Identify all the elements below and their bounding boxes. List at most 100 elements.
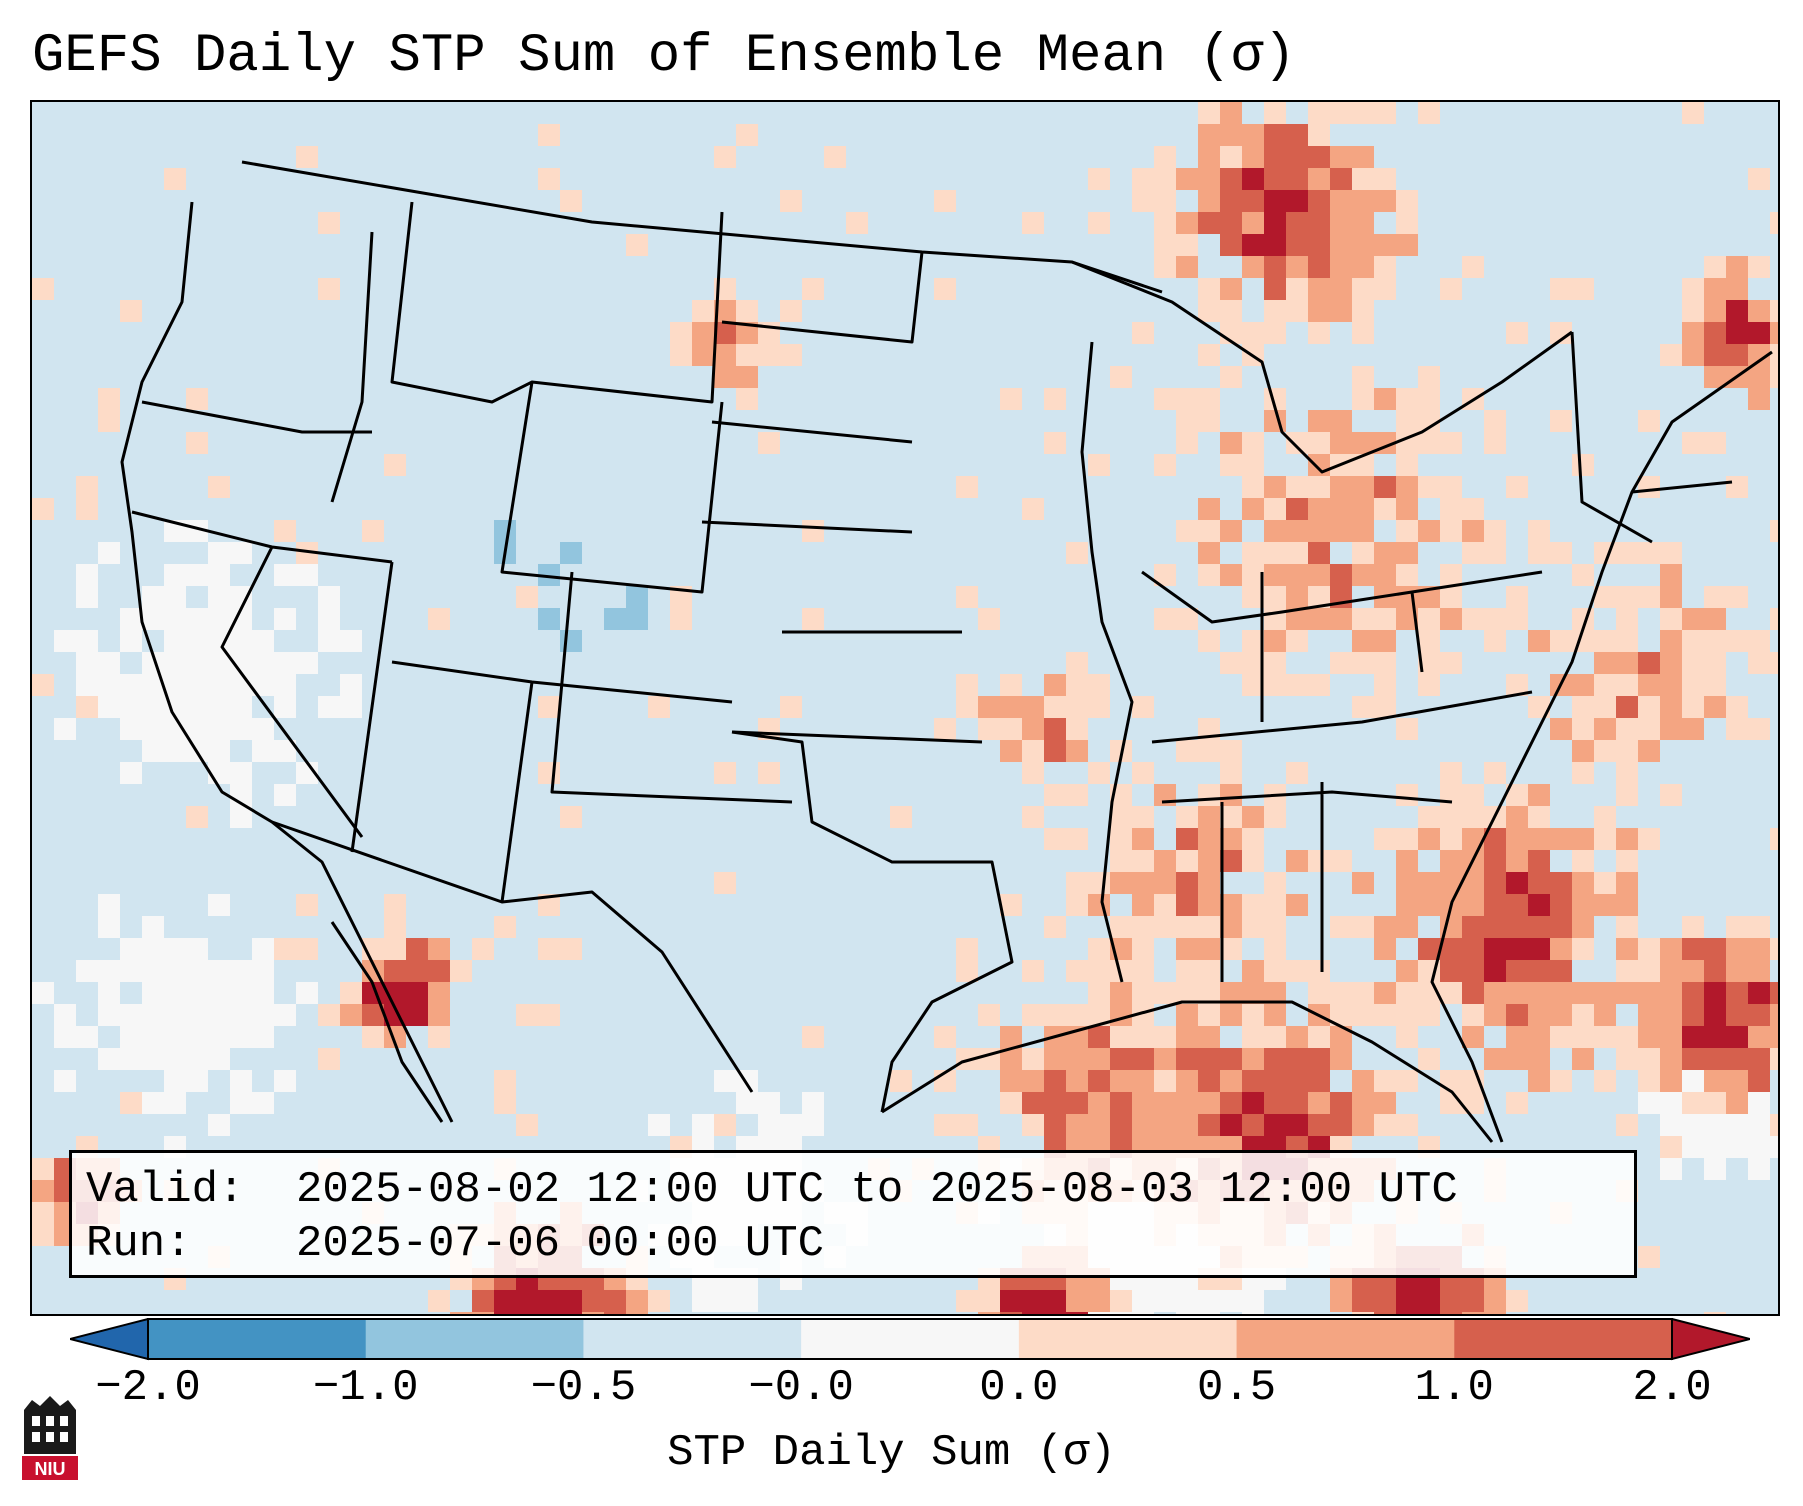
stp-cell [230,806,252,828]
stp-cell [1528,1004,1550,1026]
stp-cell [450,960,472,982]
stp-cell [76,1026,98,1048]
stp-cell [1110,872,1132,894]
stp-cell [934,1114,956,1136]
stp-cell [1484,432,1506,454]
stp-cell [978,718,1000,740]
stp-cell [1594,718,1616,740]
stp-cell [1682,432,1704,454]
stp-cell [164,674,186,696]
stp-cell [1176,256,1198,278]
colorbar-ticks: −2.0 −1.0 −0.5 −0.0 0.0 0.5 1.0 2.0 [0,1360,1803,1420]
stp-cell [1770,828,1778,850]
stp-cell [1638,828,1660,850]
stp-cell [1088,894,1110,916]
stp-cell [1132,916,1154,938]
stp-cell [1286,212,1308,234]
niu-logo-text: NIU [35,1459,66,1479]
stp-cell [1308,256,1330,278]
stp-cell [1682,1004,1704,1026]
stp-cell [1462,828,1484,850]
stp-cell [1748,652,1770,674]
stp-cell [1044,1048,1066,1070]
stp-cell [1308,454,1330,476]
stp-cell [494,1092,516,1114]
stp-cell [1462,960,1484,982]
stp-cell [1396,784,1418,806]
stp-cell [1220,520,1242,542]
stp-cell [340,630,362,652]
stp-cell [98,982,120,1004]
stp-cell [1176,1092,1198,1114]
stp-cell [1572,1026,1594,1048]
stp-cell [428,608,450,630]
stp-cell [186,982,208,1004]
stp-cell [1044,828,1066,850]
stp-cell [516,1312,538,1314]
stp-cell [956,1290,978,1312]
stp-cell [1242,1026,1264,1048]
colorbar-tick-label: −0.0 [748,1363,854,1413]
stp-cell [1264,212,1286,234]
stp-cell [1264,1026,1286,1048]
stp-cell [1748,344,1770,366]
stp-cell [1484,916,1506,938]
stp-cell [1616,608,1638,630]
stp-cell [186,608,208,630]
stp-cell [1000,1048,1022,1070]
colorbar-segment [1236,1319,1455,1359]
stp-cell [1286,894,1308,916]
stp-cell [120,718,142,740]
stp-cell [1396,564,1418,586]
stp-cell [1440,1092,1462,1114]
stp-cell [1220,454,1242,476]
stp-cell [1198,146,1220,168]
stp-cell [1352,608,1374,630]
stp-cell [1352,1312,1374,1314]
stp-cell [1594,828,1616,850]
stp-cell [670,322,692,344]
stp-cell [1374,256,1396,278]
stp-cell [1462,938,1484,960]
stp-cell [758,344,780,366]
stp-cell [1286,1048,1308,1070]
stp-cell [758,1092,780,1114]
stp-cell [164,938,186,960]
colorbar-extend-low [70,1318,149,1361]
stp-cell [54,1004,76,1026]
stp-cell [1198,916,1220,938]
stp-cell [1748,1070,1770,1092]
stp-cell [230,1070,252,1092]
stp-cell [186,674,208,696]
stp-cell [1462,1004,1484,1026]
stp-cell [1220,1004,1242,1026]
stp-cell [1198,894,1220,916]
stp-cell [1308,1070,1330,1092]
stp-cell [32,1202,54,1224]
stp-cell [1286,124,1308,146]
valid-label: Valid: [86,1165,245,1215]
stp-cell [1242,806,1264,828]
stp-cell [76,630,98,652]
stp-cell [1484,542,1506,564]
stp-cell [1506,1004,1528,1026]
stp-cell [1132,190,1154,212]
stp-cell [1308,1114,1330,1136]
stp-cell [1220,916,1242,938]
stp-cell [1396,476,1418,498]
stp-cell [1176,520,1198,542]
stp-cell [1330,498,1352,520]
stp-cell [1396,1026,1418,1048]
stp-cell [208,1026,230,1048]
stp-cell [1506,322,1528,344]
stp-cell [1462,520,1484,542]
stp-cell [1198,1114,1220,1136]
stp-cell [1330,234,1352,256]
stp-cell [1770,520,1778,542]
stp-cell [1286,300,1308,322]
stp-cell [1550,542,1572,564]
stp-cell [1682,652,1704,674]
stp-cell [1748,982,1770,1004]
stp-cell [296,938,318,960]
stp-cell [54,718,76,740]
